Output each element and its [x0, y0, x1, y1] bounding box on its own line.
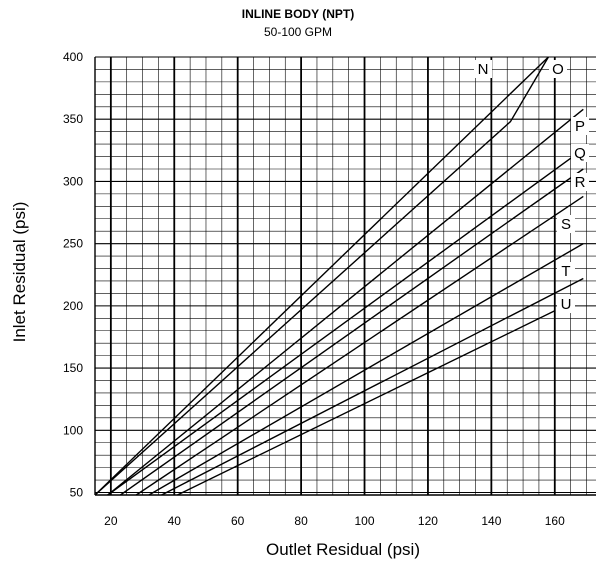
x-axis-label: Outlet Residual (psi): [265, 540, 420, 559]
tick-labels: 20 40 60 80 100 120 140 160 50 100 150 200 250 300 350…: [63, 50, 565, 528]
x-tick-label: 60: [231, 514, 245, 528]
series-label-bg: [557, 215, 575, 233]
series-label-T: T: [561, 263, 570, 280]
x-tick-label: 40: [168, 514, 182, 528]
y-tick-label: 350: [63, 112, 83, 126]
series-line-T: [148, 242, 584, 496]
series-lines: [94, 56, 584, 496]
y-tick-label: 400: [63, 50, 83, 64]
y-tick-label: 150: [63, 361, 83, 375]
series-label-Q: Q: [574, 145, 586, 162]
series-line-P: [107, 108, 584, 496]
series-label-bg: [474, 60, 492, 78]
series-label-bg: [549, 60, 567, 78]
x-tick-label: 140: [481, 514, 501, 528]
y-tick-label: 250: [63, 237, 83, 251]
series-line-N: [94, 56, 549, 496]
grid: [94, 56, 596, 496]
series-label-bg: [571, 173, 589, 191]
chart-title: INLINE BODY (NPT): [241, 7, 355, 21]
x-tick-label: 80: [294, 514, 308, 528]
x-tick-label: 120: [418, 514, 438, 528]
series-line-S: [135, 195, 584, 496]
y-tick-label: 300: [63, 174, 83, 188]
series-label-R: R: [575, 174, 586, 191]
series-label-bg: [571, 117, 589, 135]
series-line-unlabeled: [177, 310, 556, 496]
series-label-bg: [557, 295, 575, 313]
series-line-U: [161, 277, 584, 496]
series-label-bg: [571, 144, 589, 162]
x-tick-label: 160: [545, 514, 565, 528]
series-labels: N O PQR S TU: [474, 60, 589, 313]
y-tick-label: 100: [63, 423, 83, 437]
y-tick-label: 200: [63, 299, 83, 313]
series-line-O: [94, 56, 550, 496]
x-tick-label: 100: [355, 514, 375, 528]
series-label-U: U: [561, 296, 572, 313]
y-axis-label: Inlet Residual (psi): [10, 201, 29, 343]
series-label-N: N: [478, 61, 489, 78]
y-tick-label: 50: [70, 486, 84, 500]
x-tick-label: 20: [104, 514, 118, 528]
series-label-P: P: [575, 118, 585, 135]
chart-subtitle: 50-100 GPM: [263, 25, 333, 39]
series-line-Q: [107, 148, 584, 496]
series-label-O: O: [552, 61, 564, 78]
series-label-S: S: [561, 216, 571, 233]
series-line-R: [119, 168, 584, 496]
series-label-bg: [557, 262, 575, 280]
